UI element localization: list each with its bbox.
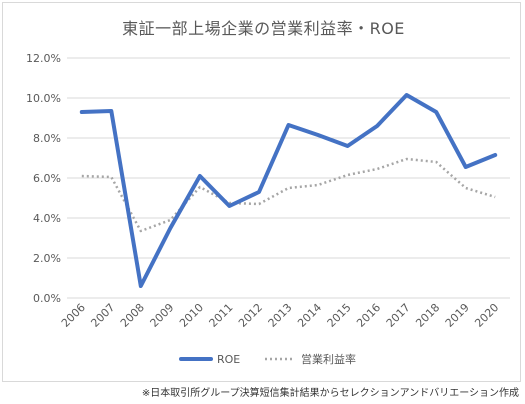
- series-lines: [79, 93, 498, 288]
- x-tick-label: 2016: [354, 301, 383, 330]
- x-tick-label: 2020: [472, 301, 501, 330]
- x-tick-label: 2011: [207, 301, 236, 330]
- x-tick-label: 2017: [384, 301, 413, 330]
- chart-frame: 東証一部上場企業の営業利益率・ROE 0.0% 2.0% 4.0% 6.0% 8.0% 1…: [2, 2, 521, 382]
- x-tick-label: 2010: [177, 301, 206, 330]
- x-tick-label: 2008: [118, 301, 147, 330]
- y-tick-label: 6.0%: [33, 172, 61, 185]
- legend-label: 営業利益率: [301, 352, 356, 366]
- x-tick-label: 2013: [266, 301, 295, 330]
- chart-plot: 0.0%2.0%4.0%6.0%8.0%10.0%12.0% 2006 2007 2…: [26, 52, 510, 366]
- y-tick-label: 12.0%: [26, 52, 61, 65]
- x-tick-label: 2007: [88, 301, 117, 330]
- gridlines: [67, 57, 510, 299]
- x-tick-label: 2012: [236, 301, 265, 330]
- legend-label: ROE: [217, 353, 240, 366]
- y-tick-label: 0.0%: [33, 292, 61, 305]
- x-tick-label: 2014: [295, 301, 324, 330]
- x-tick-label: 2009: [147, 301, 176, 330]
- y-tick-label: 4.0%: [33, 212, 61, 225]
- x-tick-label: 2015: [325, 301, 354, 330]
- series-line-roe: [79, 93, 498, 288]
- y-tick-label: 2.0%: [33, 252, 61, 265]
- chart-title: 東証一部上場企業の営業利益率・ROE: [122, 19, 405, 38]
- x-tick-label: 2019: [443, 301, 472, 330]
- y-tick-label: 10.0%: [26, 92, 61, 105]
- y-axis-tick-labels: 0.0% 2.0% 4.0% 6.0% 8.0% 10.0% 12.0%: [26, 52, 61, 305]
- x-tick-label: 2006: [59, 301, 88, 330]
- x-axis-tick-labels: 2006 2007 2008 2009 2010 2011 2012 2013 2014 2015…: [59, 301, 501, 330]
- series-line-operating-margin: [81, 157, 496, 233]
- x-tick-label: 2018: [413, 301, 442, 330]
- legend: ROE 営業利益率: [179, 352, 356, 366]
- y-tick-label: 8.0%: [33, 132, 61, 145]
- source-note: ※日本取引所グループ決算短信集計結果からセレクションアンドバリエーション作成: [141, 388, 519, 399]
